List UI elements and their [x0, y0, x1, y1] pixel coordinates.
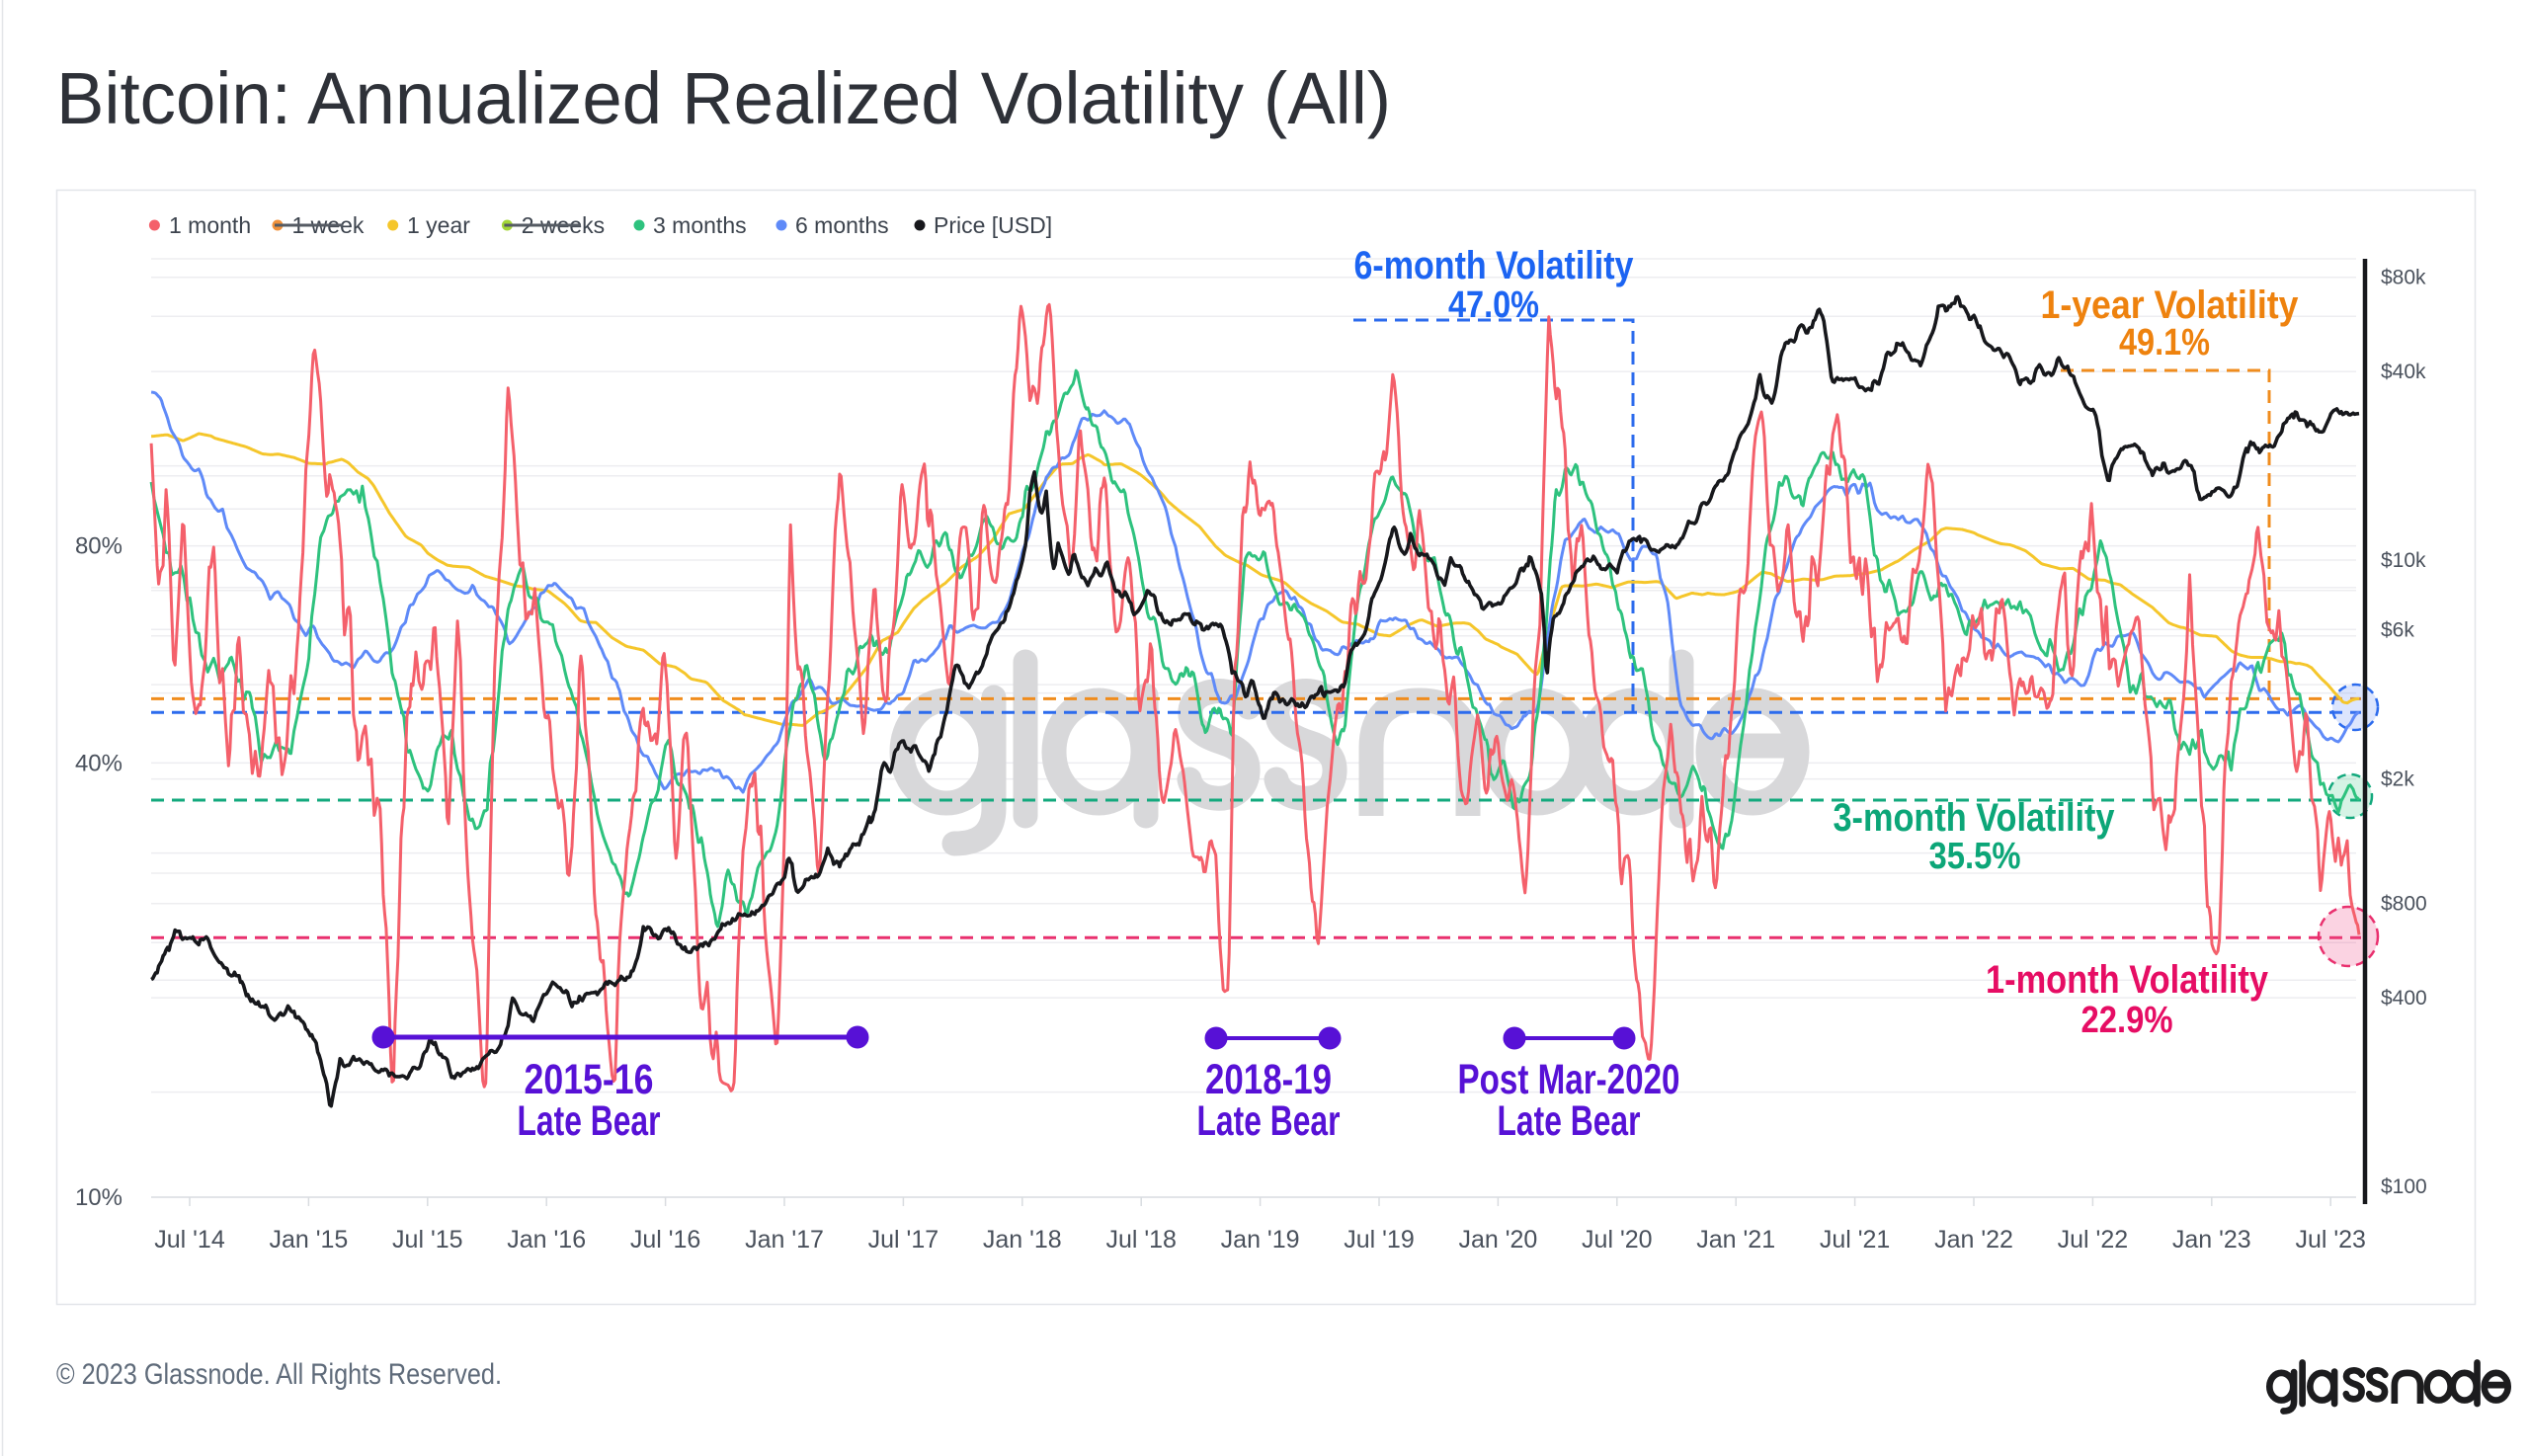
- svg-text:Jan '16: Jan '16: [507, 1226, 586, 1254]
- svg-text:Jul '19: Jul '19: [1344, 1226, 1414, 1254]
- svg-text:Bitcoin: Annualized Realized V: Bitcoin: Annualized Realized Volatility …: [56, 57, 1391, 139]
- svg-text:Jan '15: Jan '15: [269, 1226, 348, 1254]
- svg-text:6-month Volatility: 6-month Volatility: [1354, 244, 1635, 287]
- svg-text:49.1%: 49.1%: [2119, 322, 2210, 364]
- svg-text:© 2023 Glassnode. All Rights R: © 2023 Glassnode. All Rights Reserved.: [56, 1358, 502, 1391]
- svg-text:Jul '17: Jul '17: [868, 1226, 938, 1254]
- svg-text:Jan '19: Jan '19: [1221, 1226, 1300, 1254]
- svg-text:40%: 40%: [75, 750, 122, 776]
- svg-text:$2k: $2k: [2381, 768, 2414, 791]
- svg-text:1-year Volatility: 1-year Volatility: [2041, 283, 2300, 327]
- svg-text:$400: $400: [2381, 987, 2427, 1010]
- svg-text:Jul '22: Jul '22: [2058, 1226, 2128, 1254]
- svg-text:6 months: 6 months: [795, 212, 889, 238]
- svg-text:80%: 80%: [75, 533, 122, 560]
- svg-text:Jan '17: Jan '17: [745, 1226, 824, 1254]
- svg-text:22.9%: 22.9%: [2081, 1000, 2173, 1041]
- svg-text:Late Bear: Late Bear: [1498, 1097, 1641, 1145]
- svg-text:Jul '15: Jul '15: [392, 1226, 462, 1254]
- svg-text:1 year: 1 year: [407, 212, 470, 238]
- svg-text:Jul '16: Jul '16: [630, 1226, 700, 1254]
- svg-text:47.0%: 47.0%: [1448, 284, 1539, 326]
- svg-text:2018-19: 2018-19: [1205, 1056, 1332, 1103]
- svg-text:$40k: $40k: [2381, 361, 2426, 383]
- svg-text:10%: 10%: [75, 1184, 122, 1211]
- svg-text:Jul '20: Jul '20: [1582, 1226, 1652, 1254]
- svg-text:Jul '21: Jul '21: [1820, 1226, 1890, 1254]
- svg-text:$100: $100: [2381, 1175, 2427, 1198]
- svg-text:$6k: $6k: [2381, 618, 2414, 641]
- svg-text:Jul '14: Jul '14: [154, 1226, 225, 1254]
- svg-text:Jan '21: Jan '21: [1696, 1226, 1775, 1254]
- svg-text:Late Bear: Late Bear: [1197, 1097, 1341, 1145]
- svg-text:Price [USD]: Price [USD]: [934, 212, 1052, 238]
- svg-text:2015-16: 2015-16: [525, 1056, 654, 1103]
- svg-text:35.5%: 35.5%: [1929, 836, 2021, 877]
- svg-text:$10k: $10k: [2381, 549, 2426, 572]
- svg-text:1 month: 1 month: [169, 212, 251, 238]
- svg-text:Post Mar-2020: Post Mar-2020: [1458, 1056, 1680, 1103]
- svg-text:Jan '22: Jan '22: [1934, 1226, 2013, 1254]
- svg-text:3-month Volatility: 3-month Volatility: [1834, 796, 2116, 840]
- svg-text:Late Bear: Late Bear: [518, 1097, 661, 1145]
- svg-text:$80k: $80k: [2381, 267, 2426, 289]
- svg-text:1-month Volatility: 1-month Volatility: [1986, 958, 2269, 1002]
- svg-text:Jan '20: Jan '20: [1458, 1226, 1537, 1254]
- svg-text:Jul '18: Jul '18: [1105, 1226, 1176, 1254]
- svg-text:Jan '23: Jan '23: [2172, 1226, 2251, 1254]
- svg-text:Jan '18: Jan '18: [983, 1226, 1062, 1254]
- svg-text:3 months: 3 months: [653, 212, 747, 238]
- svg-text:$800: $800: [2381, 893, 2427, 916]
- svg-text:Jul '23: Jul '23: [2295, 1226, 2365, 1254]
